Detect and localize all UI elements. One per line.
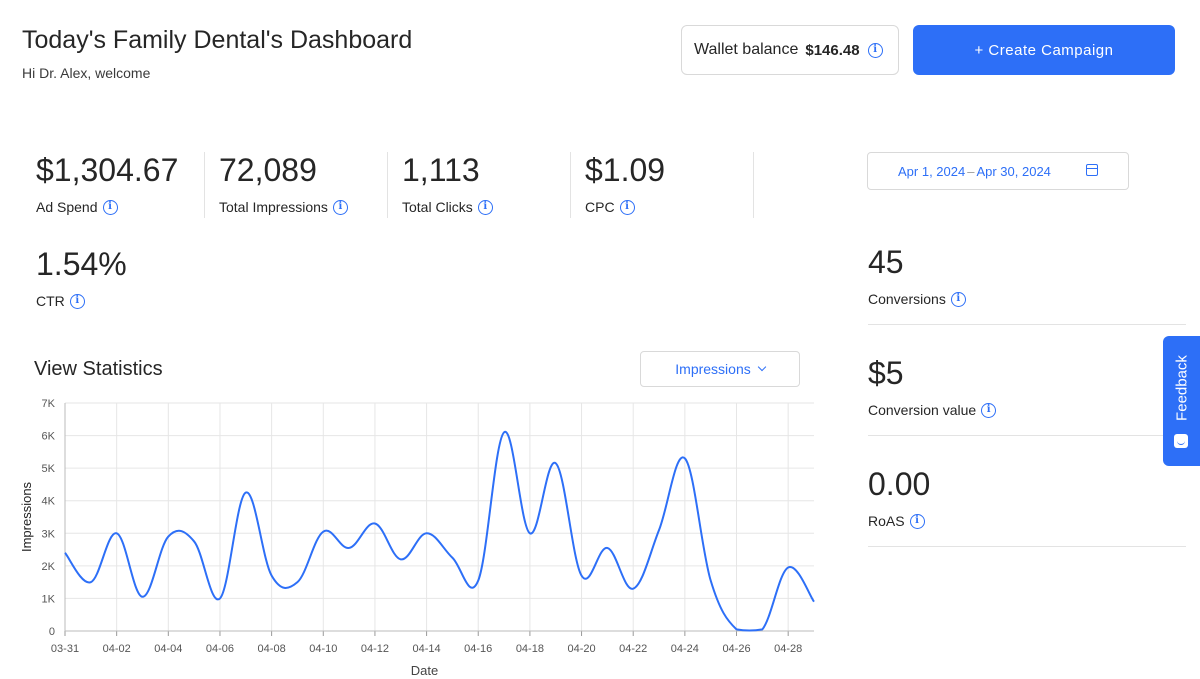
metric-label: CTR [36,293,65,309]
metric-conversion-value: $5 Conversion value i [868,357,1186,418]
metric-total-clicks: 1,113 Total Clicks i [402,154,493,215]
info-icon[interactable]: i [619,199,635,215]
metric-conversions: 45 Conversions i [868,246,1186,307]
smile-icon [1174,434,1188,448]
y-tick-label: 6K [42,431,56,443]
x-tick-label: 04-06 [206,643,234,655]
metric-value: 72,089 [219,152,317,188]
divider [868,546,1186,547]
x-tick-label: 04-18 [516,643,544,655]
metric-value: 45 [868,244,904,280]
x-tick-label: 04-14 [413,643,441,655]
metric-value: 1.54% [36,246,127,282]
wallet-amount: $146.48 [805,41,860,59]
info-icon[interactable]: i [867,42,883,58]
impressions-line-chart: 0 1K 2K 3K 4K 5K 6K 7K 03-31 04-02 04-04 04-06 04-08… [19,398,815,678]
metric-label: Total Clicks [402,199,473,215]
metric-cpc: $1.09 CPC i [585,154,665,215]
x-tick-label: 04-10 [309,643,337,655]
divider [868,324,1186,325]
wallet-balance: Wallet balance $146.48 i [681,25,899,75]
metric-value: $5 [868,355,904,391]
feedback-tab[interactable]: Feedback [1163,336,1200,466]
metric-select[interactable]: Impressions [640,351,800,387]
view-statistics-title: View Statistics [34,358,163,380]
metric-label: CPC [585,199,615,215]
x-tick-label: 04-22 [619,643,647,655]
divider [753,152,754,218]
x-tick-label: 04-24 [671,643,699,655]
wallet-label: Wallet balance [694,41,799,58]
x-tick-label: 04-28 [774,643,802,655]
y-tick-label: 3K [42,528,56,540]
info-icon[interactable]: i [102,199,118,215]
date-range-picker[interactable]: Apr 1, 2024 – Apr 30, 2024 [867,152,1129,190]
y-tick-label: 1K [42,593,56,605]
info-icon[interactable]: i [477,199,493,215]
y-axis-label: Impressions [19,481,34,552]
metric-label: Conversion value [868,402,977,418]
x-tick-label: 04-20 [567,643,595,655]
metric-value: 0.00 [868,466,931,502]
info-icon[interactable]: i [909,513,925,529]
divider [387,152,388,218]
calendar-icon [1086,164,1098,176]
x-tick-label: 04-04 [154,643,182,655]
date-separator: – [967,163,975,179]
series-line-impressions [64,431,815,632]
metric-value: 1,113 [402,152,480,188]
x-tick-label: 04-02 [103,643,131,655]
x-tick-label: 04-12 [361,643,389,655]
y-tick-label: 0 [49,626,55,638]
y-tick-label: 5K [42,463,56,475]
divider [204,152,205,218]
welcome-text: Hi Dr. Alex, welcome [22,65,151,81]
metric-roas: 0.00 RoAS i [868,468,1186,529]
metric-ad-spend: $1,304.67 Ad Spend i [36,154,178,215]
y-tick-label: 4K [42,496,56,508]
info-icon[interactable]: i [981,402,997,418]
metric-label: RoAS [868,513,905,529]
metric-label: Ad Spend [36,199,98,215]
chevron-down-icon [757,362,766,372]
info-icon[interactable]: i [69,293,85,309]
metric-ctr: 1.54% CTR i [36,248,127,309]
create-campaign-button[interactable]: + Create Campaign [913,25,1175,75]
date-end: Apr 30, 2024 [976,163,1051,179]
feedback-label: Feedback [1173,355,1190,421]
date-start: Apr 1, 2024 [898,163,966,179]
info-icon[interactable]: i [950,291,966,307]
y-tick-label: 7K [42,398,56,410]
divider [570,152,571,218]
page-title: Today's Family Dental's Dashboard [22,26,413,54]
x-tick-label: 04-26 [722,643,750,655]
x-tick-label: 04-16 [464,643,492,655]
divider [868,435,1186,436]
x-axis-label: Date [411,663,438,678]
metric-value: $1.09 [585,152,666,188]
x-tick-label: 03-31 [51,643,79,655]
metric-value: $1,304.67 [36,152,179,188]
y-tick-label: 2K [42,561,56,573]
metric-label: Conversions [868,291,946,307]
metric-select-value: Impressions [675,361,751,377]
x-tick-label: 04-08 [258,643,286,655]
info-icon[interactable]: i [332,199,348,215]
metric-label: Total Impressions [219,199,328,215]
metric-total-impressions: 72,089 Total Impressions i [219,154,348,215]
